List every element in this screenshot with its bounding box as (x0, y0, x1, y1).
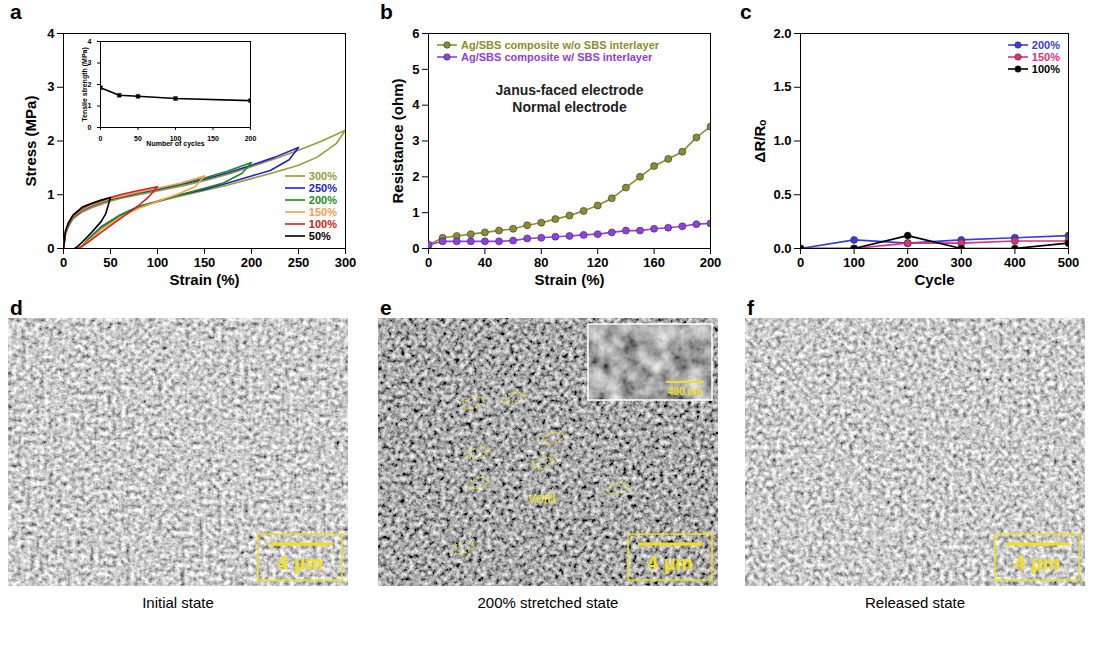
svg-text:40: 40 (478, 255, 492, 270)
svg-text:400 nm: 400 nm (668, 386, 703, 397)
svg-text:Resistance (ohm): Resistance (ohm) (389, 78, 406, 203)
html-text:a: a (10, 0, 22, 23)
svg-text:400: 400 (1004, 255, 1026, 270)
svg-text:Cycle: Cycle (914, 271, 954, 288)
html-text:Released state: Released state (865, 594, 965, 611)
svg-text:Tensile strength (MPa): Tensile strength (MPa) (81, 47, 89, 122)
svg-text:0.5: 0.5 (773, 187, 791, 202)
html-text:100%: 100% (1031, 63, 1060, 75)
svg-text:0: 0 (88, 124, 92, 131)
svg-text:Normal electrode: Normal electrode (512, 99, 627, 115)
svg-text:ΔR/Rₒ: ΔR/Rₒ (751, 120, 768, 163)
html-text:150%: 150% (308, 206, 337, 218)
svg-text:2.0: 2.0 (773, 26, 791, 41)
svg-text:void: void (528, 489, 556, 506)
svg-text:Strain (%): Strain (%) (534, 271, 604, 288)
svg-text:300: 300 (950, 255, 972, 270)
svg-text:4 µm: 4 µm (277, 552, 323, 574)
svg-text:2: 2 (47, 133, 54, 148)
svg-text:Stress (MPa): Stress (MPa) (22, 96, 39, 187)
html-text:300%: 300% (308, 170, 337, 182)
html-text:Ag/SBS composite w/ SBS interl: Ag/SBS composite w/ SBS interlayer (461, 51, 653, 63)
svg-text:2: 2 (87, 80, 92, 88)
svg-text:3: 3 (47, 79, 54, 94)
svg-text:Janus-faced electrode: Janus-faced electrode (496, 82, 644, 98)
svg-text:Strain (%): Strain (%) (169, 271, 239, 288)
svg-text:1: 1 (87, 102, 92, 110)
svg-text:2: 2 (412, 169, 419, 184)
svg-text:200: 200 (241, 255, 263, 270)
svg-text:1: 1 (412, 205, 419, 220)
svg-text:50: 50 (103, 255, 117, 270)
html-text:150%: 150% (1031, 51, 1060, 63)
svg-text:1.0: 1.0 (773, 133, 791, 148)
svg-text:500: 500 (1058, 255, 1080, 270)
svg-text:0: 0 (99, 135, 103, 142)
html-text:50%: 50% (308, 230, 331, 242)
html-text:200%: 200% (1031, 39, 1060, 51)
html-text:f: f (747, 296, 754, 319)
svg-text:0: 0 (47, 241, 54, 256)
html-text:Initial state: Initial state (142, 594, 214, 611)
svg-text:300: 300 (335, 255, 357, 270)
svg-text:100: 100 (147, 255, 169, 270)
svg-text:150: 150 (194, 255, 216, 270)
html-text:c: c (740, 0, 752, 23)
svg-text:100: 100 (843, 255, 865, 270)
svg-text:120: 120 (587, 255, 609, 270)
svg-text:0: 0 (425, 255, 432, 270)
svg-text:200: 200 (700, 255, 722, 270)
svg-text:4: 4 (412, 97, 420, 112)
svg-text:0.0: 0.0 (773, 241, 791, 256)
svg-text:160: 160 (643, 255, 665, 270)
html-text:Ag/SBS composite w/o SBS inter: Ag/SBS composite w/o SBS interlayer (461, 39, 660, 51)
svg-text:1: 1 (47, 187, 54, 202)
svg-text:200: 200 (245, 135, 257, 142)
svg-text:150: 150 (207, 135, 219, 142)
svg-text:80: 80 (534, 255, 548, 270)
svg-text:4 µm: 4 µm (1014, 552, 1060, 574)
svg-text:4 µm: 4 µm (647, 552, 693, 574)
html-text:250%: 250% (308, 182, 337, 194)
html-text:d: d (10, 296, 23, 319)
svg-text:6: 6 (412, 26, 419, 41)
svg-text:200: 200 (897, 255, 919, 270)
svg-text:5: 5 (412, 61, 419, 76)
svg-text:3: 3 (412, 133, 419, 148)
html-text:100%: 100% (308, 218, 337, 230)
html-text:200% stretched state: 200% stretched state (477, 594, 619, 611)
svg-text:4: 4 (47, 26, 55, 41)
svg-text:3: 3 (87, 59, 92, 67)
svg-text:250: 250 (288, 255, 310, 270)
svg-text:0: 0 (412, 241, 419, 256)
svg-text:4: 4 (88, 38, 92, 45)
svg-text:Number of cycles: Number of cycles (146, 140, 204, 148)
svg-text:1.5: 1.5 (773, 79, 791, 94)
svg-text:50: 50 (134, 135, 142, 142)
svg-text:0: 0 (60, 255, 67, 270)
html-text:e: e (380, 296, 392, 319)
svg-text:0: 0 (797, 255, 804, 270)
html-text:200%: 200% (308, 194, 337, 206)
html-text:b: b (380, 0, 393, 23)
